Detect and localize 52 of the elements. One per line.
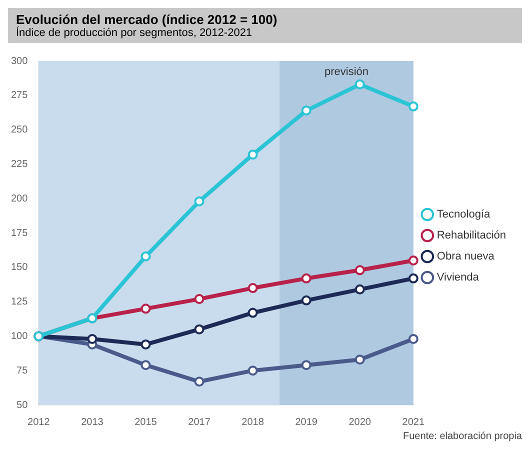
- point: [301, 106, 312, 116]
- x-tick-label: 2017: [188, 416, 211, 428]
- y-tick-label: 250: [10, 124, 28, 136]
- y-tick-label: 300: [10, 56, 28, 67]
- point: [194, 324, 204, 334]
- legend-label: Rehabilitación: [436, 230, 506, 242]
- point: [194, 376, 204, 387]
- point: [140, 360, 151, 370]
- x-tick-label: 2020: [348, 416, 372, 428]
- y-tick-label: 150: [10, 262, 28, 274]
- x-tick-label: 2015: [134, 416, 158, 428]
- point: [408, 101, 418, 112]
- point: [194, 294, 204, 304]
- point: [140, 339, 151, 350]
- y-tick-label: 50: [16, 400, 28, 411]
- x-tick-label: 2012: [28, 416, 50, 428]
- y-tick-label: 125: [10, 296, 28, 308]
- point: [408, 256, 418, 266]
- point: [354, 79, 365, 90]
- legend-label: Obra nueva: [436, 250, 496, 263]
- point: [408, 273, 418, 284]
- y-tick-label: 175: [10, 228, 28, 239]
- point: [354, 354, 365, 365]
- point: [140, 304, 151, 314]
- y-tick-label: 225: [10, 158, 28, 170]
- x-tick-label: 2019: [295, 416, 318, 428]
- point: [354, 284, 365, 294]
- y-tick-label: 200: [10, 193, 28, 204]
- y-tick-label: 100: [10, 330, 28, 342]
- point: [248, 283, 258, 294]
- point: [87, 334, 98, 344]
- point: [408, 334, 418, 344]
- point: [140, 251, 151, 262]
- chart-title: Evolución del mercado (índice 2012 = 100): [16, 12, 278, 27]
- point: [301, 295, 312, 306]
- legend-label: Tecnología: [436, 208, 491, 221]
- y-tick-label: 75: [16, 365, 28, 376]
- x-tick-label: 2013: [81, 416, 104, 428]
- point: [248, 366, 258, 376]
- band-label: previsión: [324, 66, 369, 78]
- point: [248, 308, 258, 318]
- y-tick-label: 275: [10, 90, 28, 102]
- x-tick-label: 2018: [242, 416, 264, 428]
- source-note: Fuente: elaboración propia: [402, 431, 522, 442]
- point: [301, 273, 312, 284]
- chart-subtitle: Índice de producción por segmentos, 2012-2021: [16, 27, 252, 39]
- point: [354, 265, 365, 276]
- point: [248, 150, 258, 160]
- point: [301, 360, 312, 370]
- legend-label: Vivienda: [436, 272, 480, 284]
- point: [194, 196, 204, 206]
- x-tick-label: 2021: [402, 416, 425, 428]
